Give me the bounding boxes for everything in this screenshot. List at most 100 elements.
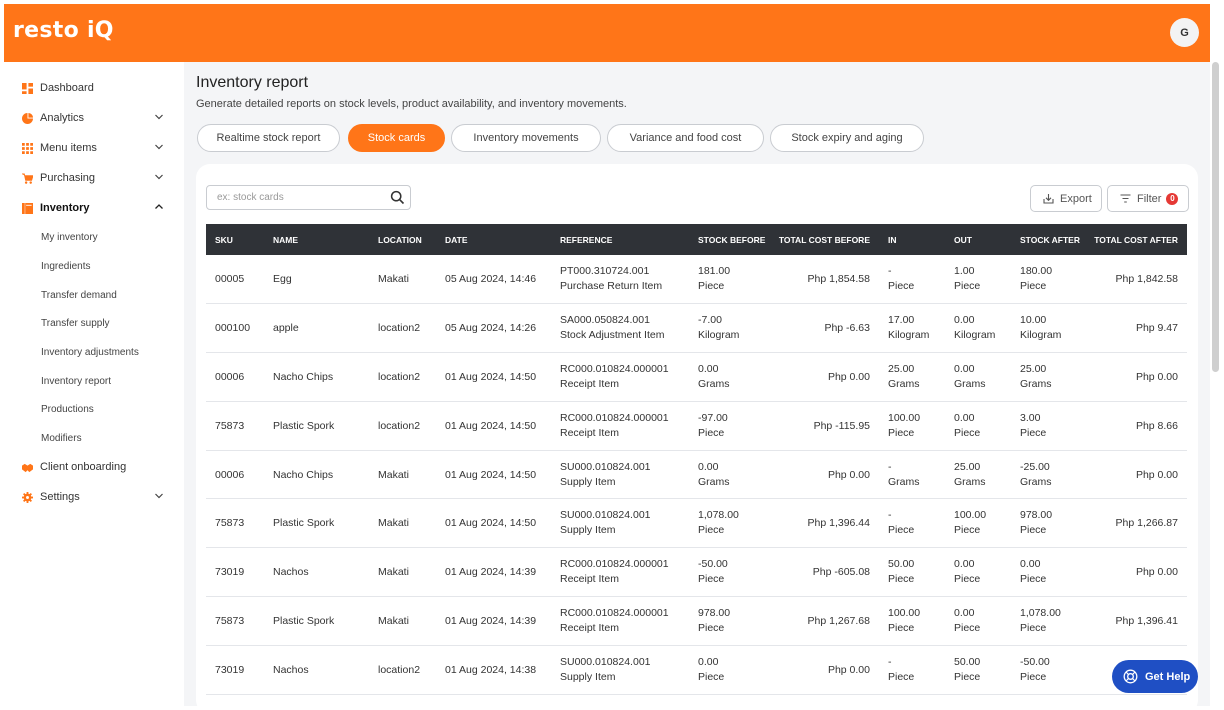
filter-count-badge: 0 [1166,192,1179,205]
cell-unit: Kilogram [1020,329,1062,342]
cell-value: 0.00 [698,655,719,668]
inventory-icon [22,202,33,214]
cell-sku: 75873 [215,517,245,530]
cell-unit: Stock Adjustment Item [560,329,665,342]
table-row[interactable]: 00005 Egg Makati 05 Aug 2024, 14:46 PT000.31… [206,255,1187,304]
cell-unit: Piece [954,426,981,439]
cell-value: - [888,460,892,473]
sidebar-item-menu-items[interactable]: Menu items [4,136,184,160]
cell-value: 1,078.00 [1020,606,1061,619]
chevron-up-icon [155,204,163,209]
page-scrollbar[interactable] [1212,62,1219,372]
cell-value: 100.00 [888,606,921,619]
sidebar-subitem-inventory-adjustments[interactable]: Inventory adjustments [41,347,139,358]
app-header: resto iQ G [4,4,1210,62]
table-row[interactable]: 00006 Nacho Chips Makati 01 Aug 2024, 14:50… [206,450,1187,499]
cell-stock-after: 180.00 Piece [1011,255,1092,304]
sidebar-subitem-my-inventory[interactable]: My inventory [41,232,98,243]
sidebar-item-label: Settings [40,491,80,503]
col-header-stock-after[interactable]: STOCK AFTER [1020,234,1080,245]
col-header-location[interactable]: LOCATION [378,234,422,245]
cell-unit: Piece [954,621,981,634]
table-row[interactable]: 73019 Nachos location2 01 Aug 2024, 14:38 SU… [206,645,1187,695]
tab-realtime-stock-report[interactable]: Realtime stock report [197,124,340,152]
cell-stock-before: 0.00 Piece [689,645,776,694]
app-logo[interactable]: resto iQ [13,18,114,43]
sidebar-item-inventory[interactable]: Inventory [4,196,184,220]
col-header-reference[interactable]: REFERENCE [560,234,613,245]
table-row[interactable]: 75873 Plastic Spork location2 01 Aug 2024, … [206,401,1187,451]
cell-sku: 00005 [215,273,245,286]
user-avatar[interactable]: G [1170,18,1199,47]
table-row[interactable]: 00006 Nacho Chips location2 01 Aug 2024, 14… [206,353,1187,402]
col-header-sku[interactable]: SKU [215,234,233,245]
sidebar-subitem-transfer-supply[interactable]: Transfer supply [41,318,110,329]
cell-unit: Piece [888,621,915,634]
sidebar-subitem-productions[interactable]: Productions [41,404,94,415]
cell-name: apple [273,322,299,335]
filter-button[interactable]: Filter 0 [1107,185,1189,212]
col-header-stock-before[interactable]: STOCK BEFORE [698,234,766,245]
sidebar-item-purchasing[interactable]: Purchasing [4,166,184,190]
col-header-out[interactable]: OUT [954,234,972,245]
chevron-down-icon [155,174,163,180]
cell-out: 25.00 Grams [945,450,1011,499]
sidebar-item-analytics[interactable]: Analytics [4,106,184,130]
report-card: Export Filter 0 SKU NAME LOCATION DATE R… [196,164,1198,710]
cell-stock-after: 0.00 Piece [1011,548,1092,597]
cell-value: 978.00 [1020,509,1053,522]
search-input[interactable] [207,186,382,209]
sidebar-item-label: Inventory [40,202,90,214]
cell-reference: RC000.010824.000001 Receipt Item [551,353,689,402]
sidebar-subitem-transfer-demand[interactable]: Transfer demand [41,290,117,301]
col-header-in[interactable]: IN [888,234,897,245]
filter-icon [1120,194,1131,203]
cell-sku: 00006 [215,370,245,383]
col-header-total-cost-before[interactable]: TOTAL COST BEFORE [778,234,870,245]
download-icon [1043,194,1054,204]
cell-value: 10.00 [1020,314,1047,327]
sidebar-item-settings[interactable]: Settings [4,485,184,509]
sidebar-item-dashboard[interactable]: Dashboard [4,76,184,100]
cell-total-cost-before: Php 0.00 [827,370,870,383]
cell-reference: SA000.050824.001 Stock Adjustment Item [551,304,689,353]
cell-unit: Grams [954,377,986,390]
cell-value: 0.00 [954,362,975,375]
tab-stock-expiry-and-aging[interactable]: Stock expiry and aging [770,124,924,152]
cell-value: - [888,265,892,278]
cell-stock-after: 25.00 Grams [1011,353,1092,402]
cell-in: 17.00 Kilogram [879,304,945,353]
cell-value: - [888,655,892,668]
col-header-total-cost-after[interactable]: TOTAL COST AFTER [1094,234,1178,245]
sidebar-subitem-modifiers[interactable]: Modifiers [41,433,82,444]
sidebar-item-client-onboarding[interactable]: Client onboarding [4,455,184,479]
tab-stock-cards[interactable]: Stock cards [348,124,445,152]
get-help-button[interactable]: Get Help [1112,660,1198,693]
cell-unit: Kilogram [698,329,740,342]
table-row[interactable]: 75873 Plastic Spork Makati 01 Aug 2024, 14:… [206,597,1187,646]
page-subtitle: Generate detailed reports on stock level… [196,98,627,110]
cell-value: 0.00 [698,362,719,375]
table-row[interactable]: 73019 Nachos Makati 01 Aug 2024, 14:39 RC000… [206,548,1187,597]
sidebar-subitem-ingredients[interactable]: Ingredients [41,261,91,272]
cell-date: 01 Aug 2024, 14:50 [445,517,537,530]
col-header-date[interactable]: DATE [445,234,468,245]
export-button[interactable]: Export [1030,185,1102,212]
cell-total-cost-before: Php 1,267.68 [807,614,870,627]
cell-unit: Grams [954,475,986,488]
cell-date: 01 Aug 2024, 14:50 [445,468,537,481]
cell-unit: Supply Item [560,524,616,537]
cell-unit: Piece [954,573,981,586]
tab-inventory-movements[interactable]: Inventory movements [451,124,601,152]
table-row[interactable]: 75873 Plastic Spork Makati 01 Aug 2024, 14:… [206,499,1187,548]
cell-total-cost-after: Php 0.00 [1135,468,1178,481]
sidebar-subitem-inventory-report[interactable]: Inventory report [41,376,112,387]
cell-unit: Receipt Item [560,573,619,586]
col-header-name[interactable]: NAME [273,234,299,245]
table-row[interactable]: 000100 apple location2 05 Aug 2024, 14:26 SA… [206,304,1187,353]
cell-location: Makati [378,468,409,481]
search-icon[interactable] [390,190,405,205]
cell-name: Plastic Spork [273,419,335,432]
tab-variance-and-food-cost[interactable]: Variance and food cost [607,124,764,152]
cell-out: 100.00 Piece [945,499,1011,548]
